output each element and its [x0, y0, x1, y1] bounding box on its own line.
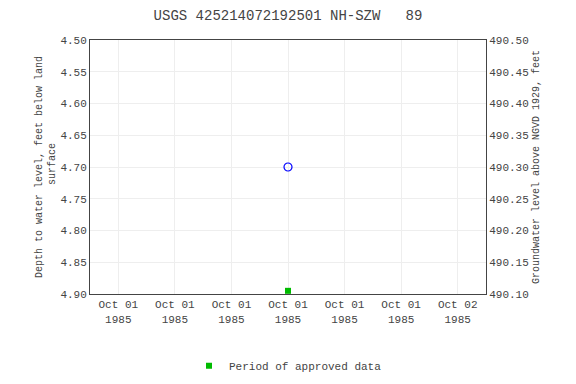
svg-text:Oct 011985: Oct 011985 [98, 299, 138, 325]
svg-text:USGS 425214072192501 NH-SZW: USGS 425214072192501 NH-SZW 89 [154, 8, 423, 24]
svg-text:Period of approved data: Period of approved data [229, 361, 381, 373]
svg-text:490.45: 490.45 [489, 67, 529, 79]
svg-text:Groundwater level above NGVD 1: Groundwater level above NGVD 1929, feet [531, 50, 542, 284]
svg-text:490.20: 490.20 [489, 225, 529, 237]
svg-text:4.70: 4.70 [60, 162, 86, 174]
svg-text:Oct 011985: Oct 011985 [212, 299, 252, 325]
svg-text:4.60: 4.60 [60, 98, 86, 110]
svg-text:490.50: 490.50 [489, 35, 529, 47]
svg-text:4.75: 4.75 [60, 194, 86, 206]
svg-text:4.50: 4.50 [60, 35, 86, 47]
svg-text:490.35: 490.35 [489, 130, 529, 142]
svg-text:4.80: 4.80 [60, 225, 86, 237]
svg-text:4.65: 4.65 [60, 130, 86, 142]
svg-text:4.55: 4.55 [60, 67, 86, 79]
svg-text:4.90: 4.90 [60, 289, 86, 301]
svg-text:Oct 011985: Oct 011985 [268, 299, 308, 325]
svg-text:Depth to water level, feet bel: Depth to water level, feet below land su… [34, 56, 58, 278]
svg-text:490.40: 490.40 [489, 98, 529, 110]
svg-text:490.25: 490.25 [489, 194, 529, 206]
svg-text:490.15: 490.15 [489, 257, 529, 269]
svg-text:490.30: 490.30 [489, 162, 529, 174]
svg-text:Oct 011985: Oct 011985 [325, 299, 365, 325]
svg-text:Oct 021985: Oct 021985 [438, 299, 478, 325]
svg-text:4.85: 4.85 [60, 257, 86, 269]
svg-text:Oct 011985: Oct 011985 [381, 299, 421, 325]
svg-text:Oct 011985: Oct 011985 [155, 299, 195, 325]
svg-text:490.10: 490.10 [489, 289, 529, 301]
